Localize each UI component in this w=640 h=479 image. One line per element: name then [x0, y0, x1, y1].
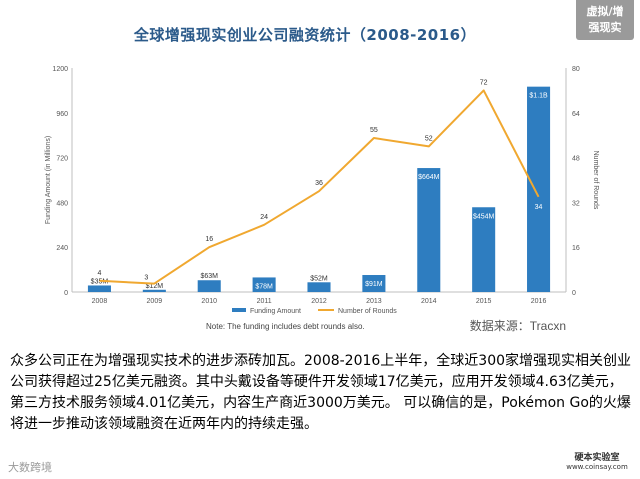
badge-line-1: 虚拟/增	[586, 5, 624, 18]
funding-chart: 0 240 480 720 960 1200 0 16 32 48 64 80 Funding Amou…	[45, 66, 599, 315]
x-tick-label: 2012	[311, 298, 327, 305]
funding-bar	[527, 86, 551, 293]
text-panel	[0, 341, 640, 479]
x-tick-label: 2009	[147, 298, 163, 305]
funding-bar-label: $91M	[365, 281, 383, 288]
y-right-tick-label: 48	[572, 156, 580, 163]
chart-note: Note: The funding includes debt rounds a…	[206, 322, 365, 331]
rounds-point-label: 34	[535, 204, 543, 211]
y-right-tick-label: 32	[572, 200, 580, 207]
funding-bar	[417, 168, 441, 292]
rounds-point-label: 24	[260, 214, 268, 221]
funding-bar	[197, 280, 221, 292]
x-tick-label: 2011	[257, 298, 272, 305]
funding-bar	[307, 282, 331, 292]
y-left-tick-label: 960	[56, 111, 68, 118]
funding-bar-label: $35M	[91, 278, 109, 285]
x-tick-label: 2015	[476, 298, 492, 305]
y-left-tick-label: 720	[56, 156, 68, 163]
rounds-point-label: 3	[144, 275, 148, 282]
footer-watermark-left: 大数跨境	[8, 461, 52, 474]
y-right-tick-label: 80	[572, 66, 580, 73]
rounds-point-label: 55	[370, 127, 378, 134]
rounds-point-label: 16	[205, 236, 213, 243]
watermark-name: 硬本实验室	[574, 453, 620, 463]
body-text: 众多公司正在为增强现实技术的进步添砖加瓦。2008-2016上半年，全球近300…	[10, 353, 632, 432]
funding-bar-label: $63M	[200, 273, 218, 280]
x-tick-label: 2010	[201, 298, 217, 305]
y-left-tick-label: 480	[56, 200, 68, 207]
category-badge: 虚拟/增 强现实	[576, 0, 634, 40]
funding-bar-label: $664M	[418, 174, 440, 181]
watermark-url: www.coinsay.com	[566, 463, 628, 471]
chart-title: 全球增强现实创业公司融资统计（2008-2016）	[133, 26, 477, 44]
legend-funding-label: Funding Amount	[250, 308, 301, 315]
x-tick-label: 2016	[531, 298, 547, 305]
x-tick-label: 2013	[366, 298, 382, 305]
data-source: 数据来源：Tracxn	[469, 319, 566, 333]
rounds-point-label: 72	[480, 79, 488, 86]
legend-rounds-label: Number of Rounds	[338, 308, 397, 315]
y-left-axis-title: Funding Amount (in Millions)	[45, 136, 52, 224]
y-right-tick-label: 0	[572, 290, 576, 297]
y-right-tick-label: 16	[572, 245, 580, 252]
y-left-tick-label: 1200	[52, 66, 68, 73]
funding-bar-label: $1.1B	[529, 93, 548, 100]
y-left-tick-label: 0	[64, 290, 68, 297]
funding-bar-label: $78M	[255, 283, 273, 290]
x-tick-label: 2008	[92, 298, 108, 305]
funding-bar	[252, 277, 276, 292]
x-tick-label: 2014	[421, 298, 437, 305]
funding-bar-label: $12M	[146, 283, 164, 290]
funding-bar	[362, 275, 386, 292]
footer-watermark-right: 硬本实验室 www.coinsay.com	[562, 450, 632, 471]
rounds-point-label: 4	[97, 270, 101, 277]
rounds-point-label: 52	[425, 135, 433, 142]
y-right-axis-title: Number of Rounds	[592, 151, 599, 210]
funding-bar-label: $454M	[473, 213, 495, 220]
funding-bar	[472, 207, 496, 292]
funding-bar-label: $52M	[310, 275, 328, 282]
funding-bar	[87, 285, 111, 292]
rounds-point-label: 36	[315, 180, 323, 187]
badge-line-2: 强现实	[588, 21, 622, 34]
y-left-tick-label: 240	[56, 245, 68, 252]
y-right-tick-label: 64	[572, 111, 580, 118]
rounds-line	[99, 89, 540, 285]
funding-bar	[142, 289, 166, 292]
legend-funding-swatch	[232, 308, 246, 312]
